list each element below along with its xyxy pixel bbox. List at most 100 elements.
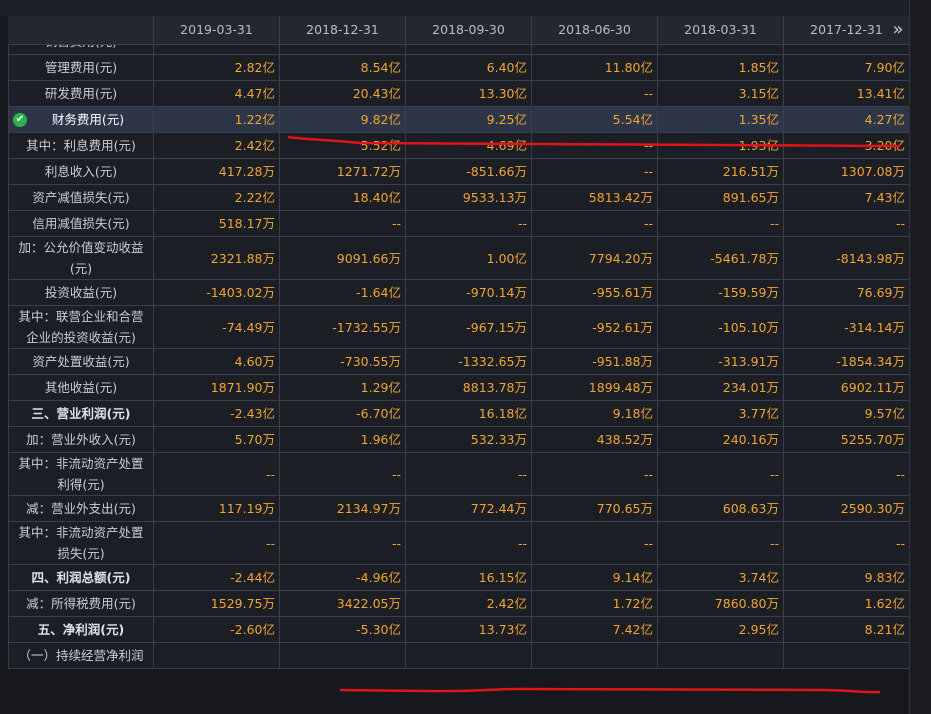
value-text: 532.33万: [470, 432, 527, 447]
cell-value: 5.54亿: [531, 106, 658, 133]
value-text: 13.30亿: [478, 86, 527, 101]
cell-value: -8143.98万: [783, 236, 910, 280]
row-label: 其中：联营企业和合营企业的投资收益(元): [8, 305, 154, 349]
cell-value: 1307.08万: [783, 158, 910, 185]
value-text: 3422.05万: [336, 596, 401, 611]
value-text: 891.65万: [722, 190, 779, 205]
table-row: 加：营业外收入(元) 5.70万 1.96亿 532.33万 438.52万 240.16…: [8, 426, 910, 453]
table-wrap: 销售费用(元)管理费用(元)2.82亿8.54亿6.40亿11.80亿1.85亿…: [8, 28, 910, 669]
cell-value: --: [153, 521, 280, 565]
cell-value: 76.69万: [783, 279, 910, 306]
row-label: 其中：利息费用(元): [8, 132, 154, 159]
cell-value: [153, 642, 280, 669]
value-text: --: [265, 466, 275, 482]
value-text: -955.61万: [592, 285, 653, 300]
value-text: 234.01万: [722, 380, 779, 395]
cell-value: 13.30亿: [405, 80, 532, 107]
cell-value: 3422.05万: [279, 590, 406, 617]
cell-value: -5461.78万: [657, 236, 784, 280]
cell-value: 5813.42万: [531, 184, 658, 211]
value-text: 2590.30万: [840, 501, 905, 516]
value-text: 1.85亿: [738, 60, 779, 75]
value-text: 1.62亿: [864, 596, 905, 611]
check-icon: ✔: [13, 113, 27, 127]
table-row: 减：营业外支出(元) 117.19万 2134.97万 772.44万 770.65万 6…: [8, 495, 910, 522]
row-label: 四、利润总额(元): [8, 564, 154, 591]
income-table: 销售费用(元)管理费用(元)2.82亿8.54亿6.40亿11.80亿1.85亿…: [8, 28, 910, 669]
table-row: 投资收益(元) -1403.02万 -1.64亿 -970.14万 -955.61万 -1…: [8, 279, 910, 306]
value-text: 9.83亿: [864, 570, 905, 585]
value-text: 4.60万: [234, 354, 275, 369]
cell-value: -1.64亿: [279, 279, 406, 306]
value-text: 5.70万: [234, 432, 275, 447]
value-text: --: [391, 466, 401, 482]
table-row: 三、营业利润(元) -2.43亿 -6.70亿 16.18亿 9.18亿 3.77亿 9.5…: [8, 400, 910, 427]
value-text: -5461.78万: [710, 250, 779, 266]
value-text: 20.43亿: [352, 86, 401, 101]
cell-value: 1871.90万: [153, 374, 280, 401]
cell-value: 891.65万: [657, 184, 784, 211]
cell-value: [405, 642, 532, 669]
cell-value: 8.54亿: [279, 54, 406, 81]
value-text: --: [517, 535, 527, 551]
value-text: 9.18亿: [612, 406, 653, 421]
cell-value: 4.69亿: [405, 132, 532, 159]
more-columns[interactable]: »: [892, 19, 904, 40]
value-text: 417.28万: [218, 164, 275, 179]
cell-value: 417.28万: [153, 158, 280, 185]
value-text: 2321.88万: [210, 250, 275, 266]
row-label: 信用减值损失(元): [8, 210, 154, 237]
value-text: --: [769, 535, 779, 551]
cell-value: --: [279, 521, 406, 565]
cell-value: -951.88万: [531, 348, 658, 375]
cell-value: --: [531, 80, 658, 107]
cell-value: 1.72亿: [531, 590, 658, 617]
value-text: --: [895, 216, 905, 231]
value-text: 6.40亿: [486, 60, 527, 75]
value-text: 76.69万: [856, 285, 905, 300]
row-label: 加：营业外收入(元): [8, 426, 154, 453]
value-text: 1271.72万: [336, 164, 401, 179]
row-label-text: 减：营业外支出(元): [26, 501, 136, 516]
cell-value: -952.61万: [531, 305, 658, 349]
row-label-text: 其中：利息费用(元): [26, 138, 136, 153]
value-text: -1854.34万: [836, 354, 905, 369]
header-date: 2018-09-30: [405, 16, 531, 44]
value-text: 8.54亿: [360, 60, 401, 75]
row-label: 五、净利润(元): [8, 616, 154, 643]
value-text: --: [895, 466, 905, 482]
value-text: 216.51万: [722, 164, 779, 179]
value-text: 4.27亿: [864, 112, 905, 127]
cell-value: 1.22亿: [153, 106, 280, 133]
cell-value: 608.63万: [657, 495, 784, 522]
value-text: 9533.13万: [462, 190, 527, 205]
table-row: 管理费用(元) 2.82亿 8.54亿 6.40亿 11.80亿 1.85亿 7.90亿: [8, 54, 910, 81]
cell-value: --: [531, 210, 658, 237]
header-date: 2019-03-31: [153, 16, 279, 44]
value-text: 9091.66万: [336, 250, 401, 266]
scrollbar: [909, 0, 931, 714]
table-row[interactable]: ✔ 财务费用(元) 1.22亿 9.82亿 9.25亿 5.54亿 1.35亿 4.27亿: [8, 106, 910, 133]
value-text: -851.66万: [466, 164, 527, 179]
row-label-text: 四、利润总额(元): [31, 570, 131, 585]
row-label-text: 加：公允价值变动收益(元): [18, 240, 144, 276]
cell-value: 9091.66万: [279, 236, 406, 280]
value-text: 438.52万: [596, 432, 653, 447]
header-row: 2019-03-31 2018-12-31 2018-09-30 2018-06-30…: [8, 16, 909, 45]
value-text: 2.42亿: [486, 596, 527, 611]
table-row: 其他收益(元) 1871.90万 1.29亿 8813.78万 1899.48万 234.…: [8, 374, 910, 401]
row-label-text: 五、净利润(元): [37, 622, 125, 637]
value-text: 6902.11万: [840, 380, 905, 395]
row-label: ✔ 财务费用(元): [8, 106, 154, 133]
value-text: -4.96亿: [356, 570, 401, 585]
row-label: 管理费用(元): [8, 54, 154, 81]
cell-value: -2.60亿: [153, 616, 280, 643]
value-text: -313.91万: [718, 354, 779, 369]
value-text: --: [769, 466, 779, 482]
row-label: 三、营业利润(元): [8, 400, 154, 427]
cell-value: 1.85亿: [657, 54, 784, 81]
cell-value: 13.41亿: [783, 80, 910, 107]
value-text: 16.18亿: [478, 406, 527, 421]
cell-value: -314.14万: [783, 305, 910, 349]
cell-value: [783, 642, 910, 669]
